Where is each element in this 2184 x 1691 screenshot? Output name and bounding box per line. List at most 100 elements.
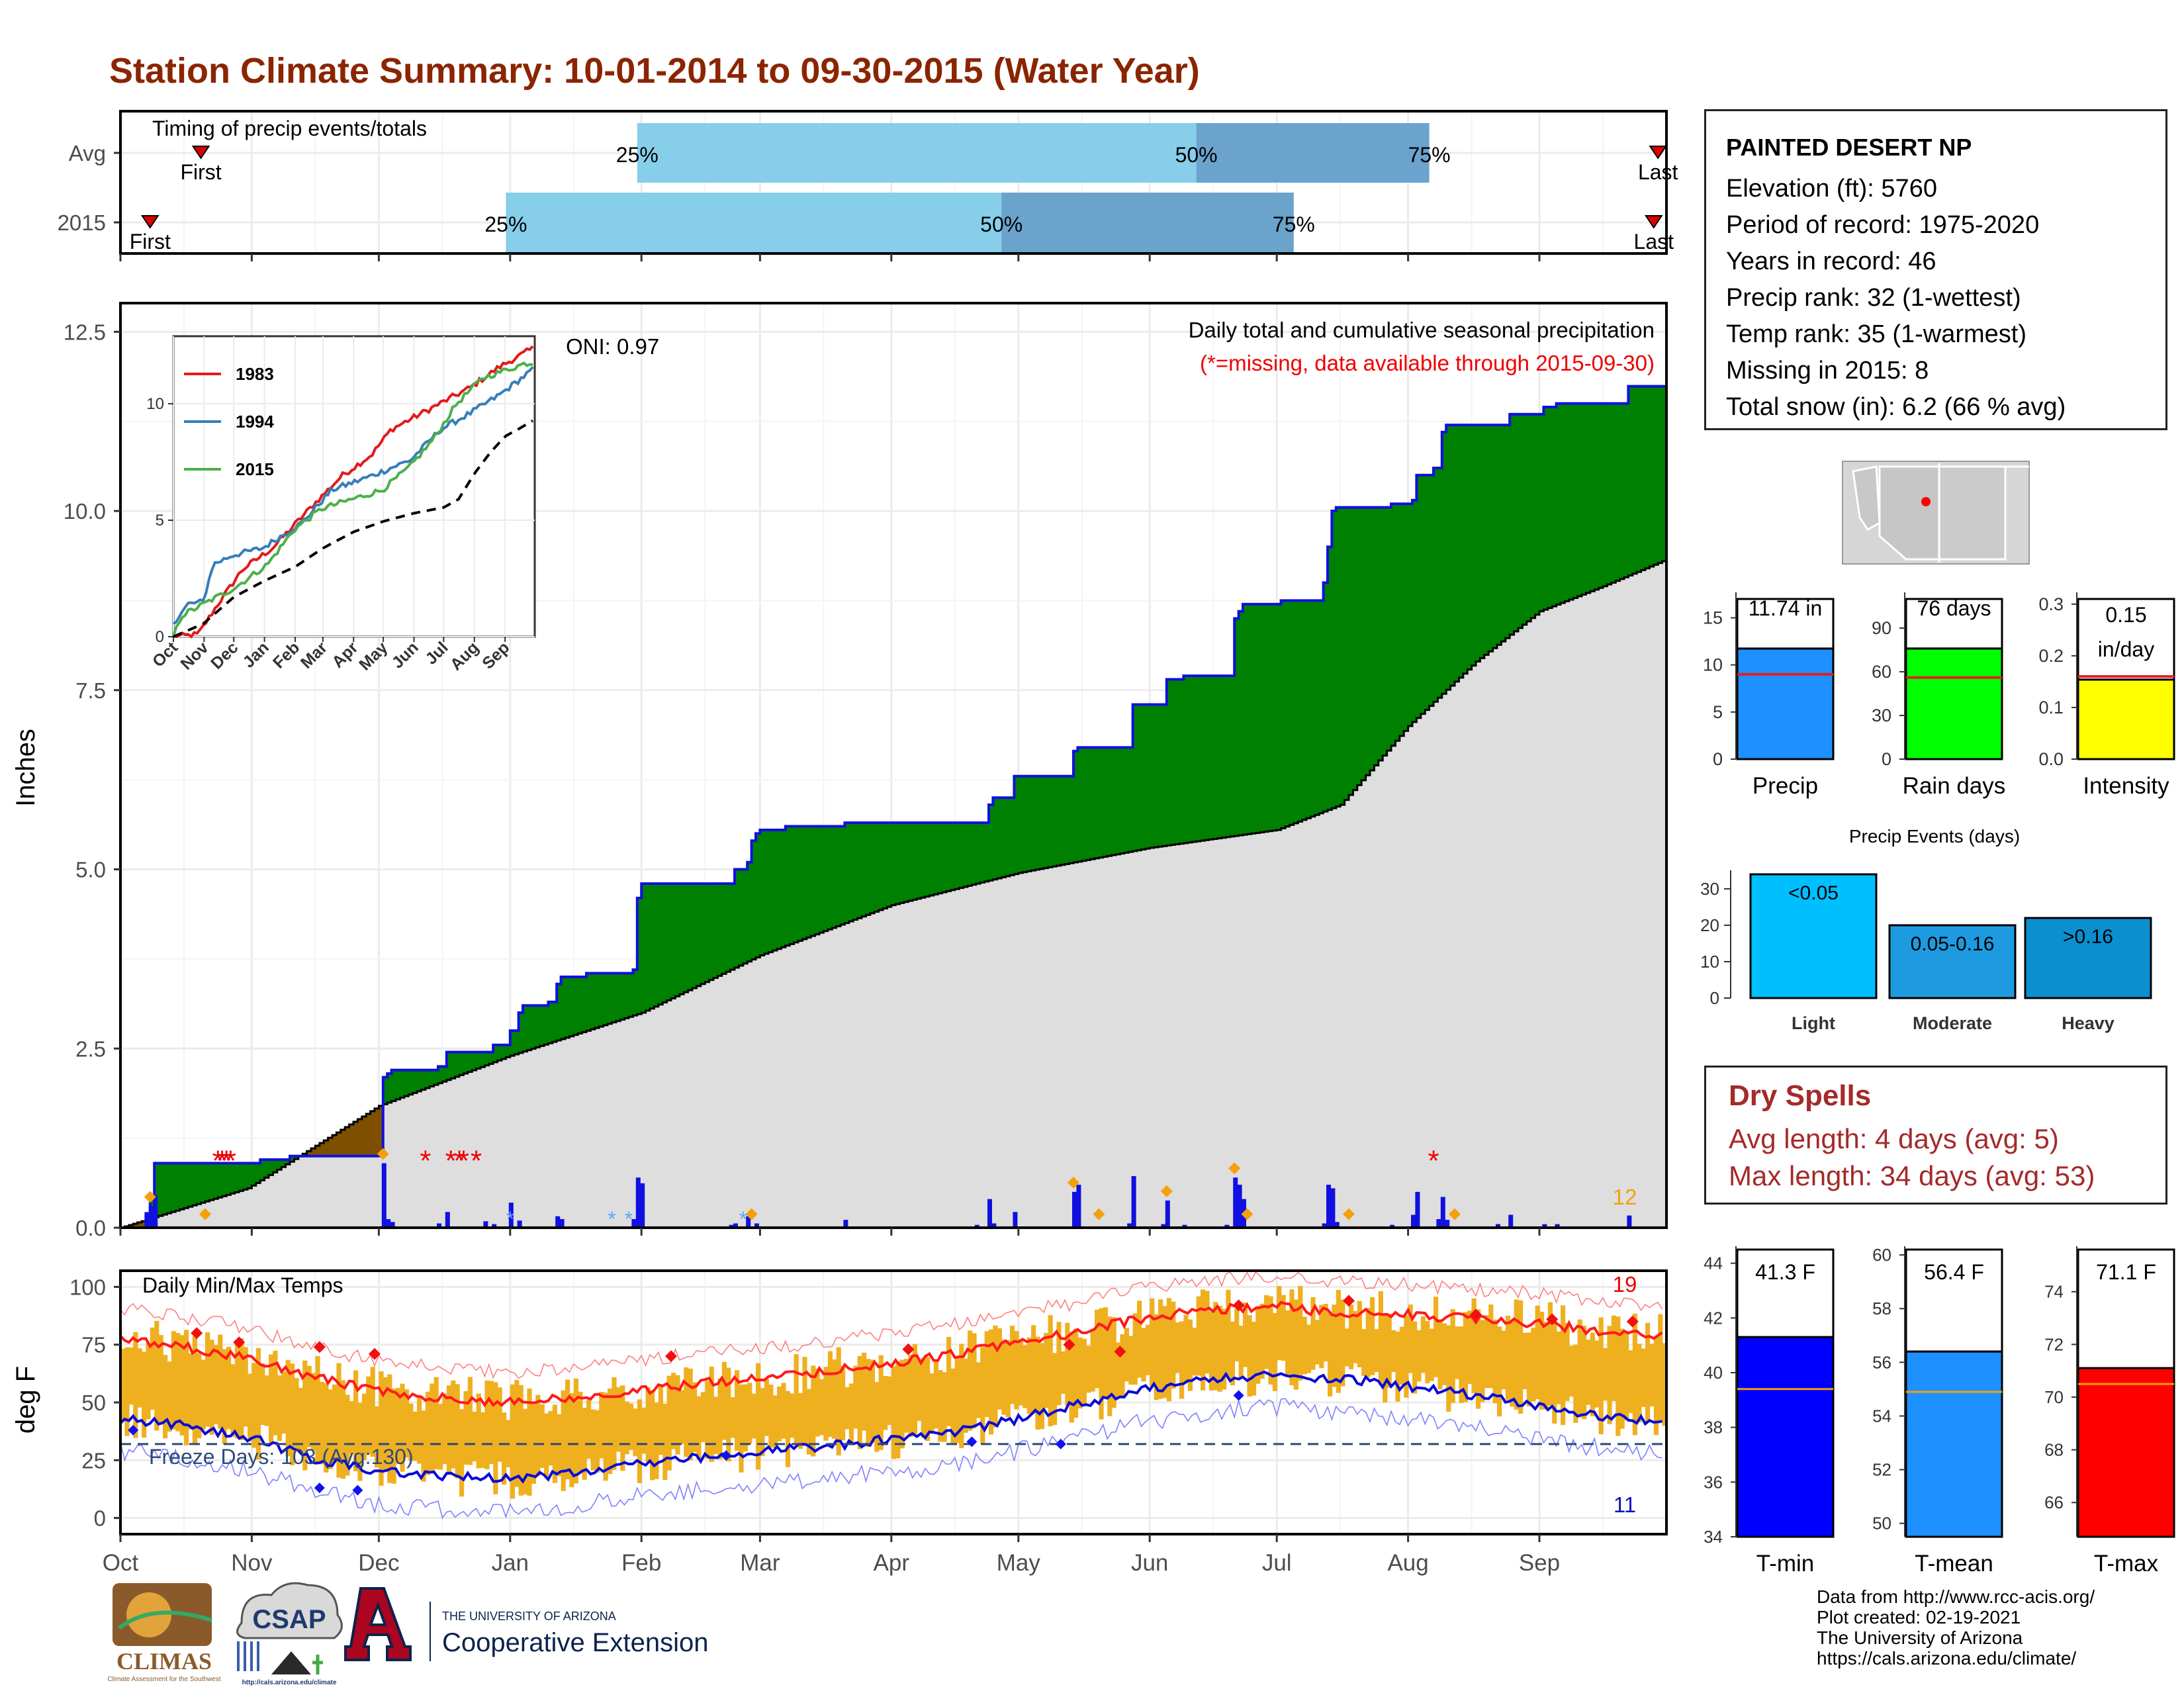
daily-precip-bar xyxy=(1436,1219,1441,1228)
departure-band xyxy=(993,798,998,880)
daily-temp-range xyxy=(1023,1345,1028,1408)
departure-band xyxy=(1598,403,1604,588)
departure-band xyxy=(1484,425,1489,655)
departure-band xyxy=(1298,600,1303,822)
summary-bar-tick-label: 0 xyxy=(1882,749,1891,769)
daily-temp-range xyxy=(862,1352,867,1431)
departure-band xyxy=(248,1163,252,1189)
departure-band xyxy=(1196,676,1201,842)
daily-temp-range xyxy=(1247,1315,1252,1397)
daily-temp-range xyxy=(891,1365,896,1459)
footer-source: Data from http://www.rcc-acis.org/ xyxy=(1817,1586,2095,1607)
departure-band xyxy=(1205,676,1210,841)
departure-band xyxy=(234,1163,240,1193)
departure-band xyxy=(700,884,705,985)
daily-temp-range xyxy=(370,1367,375,1457)
departure-band xyxy=(218,1163,223,1198)
daily-temp-range xyxy=(1361,1329,1367,1376)
departure-band xyxy=(1658,386,1663,564)
timing-p50-label: 50% xyxy=(1175,143,1218,167)
daily-temp-range xyxy=(993,1325,998,1428)
departure-band xyxy=(1031,776,1036,871)
daily-temp-range xyxy=(451,1380,456,1469)
daily-temp-range xyxy=(1120,1334,1125,1399)
daily-temp-range xyxy=(1387,1313,1392,1388)
temp-bar-tick-label: 34 xyxy=(1704,1527,1723,1547)
departure-band xyxy=(531,1005,536,1050)
daily-temp-range xyxy=(1611,1315,1616,1401)
departure-band xyxy=(599,973,604,1027)
daily-temp-range xyxy=(1166,1298,1171,1402)
daily-temp-range xyxy=(1552,1318,1557,1424)
daily-temp-range xyxy=(1349,1304,1354,1369)
precip-event-range: 0.05-0.16 xyxy=(1911,933,1995,955)
daily-temp-range xyxy=(1408,1304,1413,1373)
daily-temp-range xyxy=(1201,1289,1206,1391)
daily-temp-range xyxy=(1455,1326,1460,1379)
daily-temp-range xyxy=(383,1377,388,1471)
departure-band xyxy=(548,1001,553,1044)
departure-band xyxy=(802,826,807,940)
daily-temp-range xyxy=(853,1365,858,1429)
daily-temp-range xyxy=(493,1382,498,1494)
daily-temp-range xyxy=(226,1346,232,1430)
snow-marker xyxy=(377,1148,389,1160)
daily-temp-range xyxy=(480,1412,486,1468)
daily-temp-range xyxy=(654,1402,659,1479)
departure-band xyxy=(756,833,760,958)
daily-temp-range xyxy=(980,1347,985,1443)
departure-band xyxy=(336,1132,341,1157)
footer: Data from http://www.rcc-acis.org/ Plot … xyxy=(1817,1586,2095,1668)
departure-band xyxy=(497,1044,502,1061)
record-high-marker xyxy=(1232,1299,1245,1312)
daily-precip-bar xyxy=(508,1203,514,1228)
month-tick-label: Dec xyxy=(358,1550,399,1576)
daily-temp-range xyxy=(396,1388,401,1465)
departure-band xyxy=(506,1044,511,1058)
daily-temp-range xyxy=(1285,1310,1291,1375)
departure-band xyxy=(425,1070,430,1089)
daily-temp-range xyxy=(1208,1311,1214,1391)
departure-band xyxy=(463,1052,469,1074)
dry-spells-max: Max length: 34 days (avg: 53) xyxy=(1729,1160,2095,1191)
month-tick-label: Jan xyxy=(492,1550,529,1576)
missing-day-marker: * xyxy=(220,1145,232,1177)
departure-band xyxy=(1649,386,1655,567)
departure-band xyxy=(954,823,960,890)
daily-temp-range xyxy=(908,1355,913,1438)
daily-temp-range xyxy=(582,1408,587,1480)
station-location-dot xyxy=(1921,497,1931,506)
daily-precip-bar xyxy=(555,1216,561,1228)
departure-band xyxy=(1090,747,1095,860)
map-borders xyxy=(1880,463,2029,563)
departure-band xyxy=(1526,414,1531,622)
daily-precip-bar xyxy=(631,1219,637,1228)
daily-temp-range xyxy=(273,1350,278,1436)
timing-p25-label: 25% xyxy=(484,212,527,236)
daily-temp-range xyxy=(1573,1344,1578,1423)
temp-bar-tick-label: 58 xyxy=(1872,1299,1891,1318)
departure-band xyxy=(1488,425,1494,652)
departure-band xyxy=(1565,403,1570,602)
departure-band xyxy=(832,826,837,929)
departure-band xyxy=(912,823,917,901)
snow-marker xyxy=(1160,1185,1173,1197)
departure-band xyxy=(1247,604,1252,835)
departure-band xyxy=(467,1052,473,1073)
month-tick-label: Mar xyxy=(740,1550,780,1576)
departure-band xyxy=(1099,747,1104,858)
precip-event-bar xyxy=(1888,924,2017,999)
daily-temp-range xyxy=(128,1347,134,1405)
departure-band xyxy=(158,1163,163,1216)
daily-temp-range xyxy=(756,1363,761,1470)
csap-cactus-icon xyxy=(312,1655,323,1674)
departure-band xyxy=(1437,468,1443,698)
departure-band xyxy=(772,829,778,951)
record-high-marker xyxy=(665,1350,677,1363)
daily-temp-range xyxy=(739,1384,744,1473)
departure-band xyxy=(1081,747,1087,862)
temp-ylabel: deg F xyxy=(11,1366,40,1434)
dry-spells-box: Dry Spells Avg length: 4 days (avg: 5) M… xyxy=(1704,1066,2167,1205)
departure-band xyxy=(269,1160,273,1175)
